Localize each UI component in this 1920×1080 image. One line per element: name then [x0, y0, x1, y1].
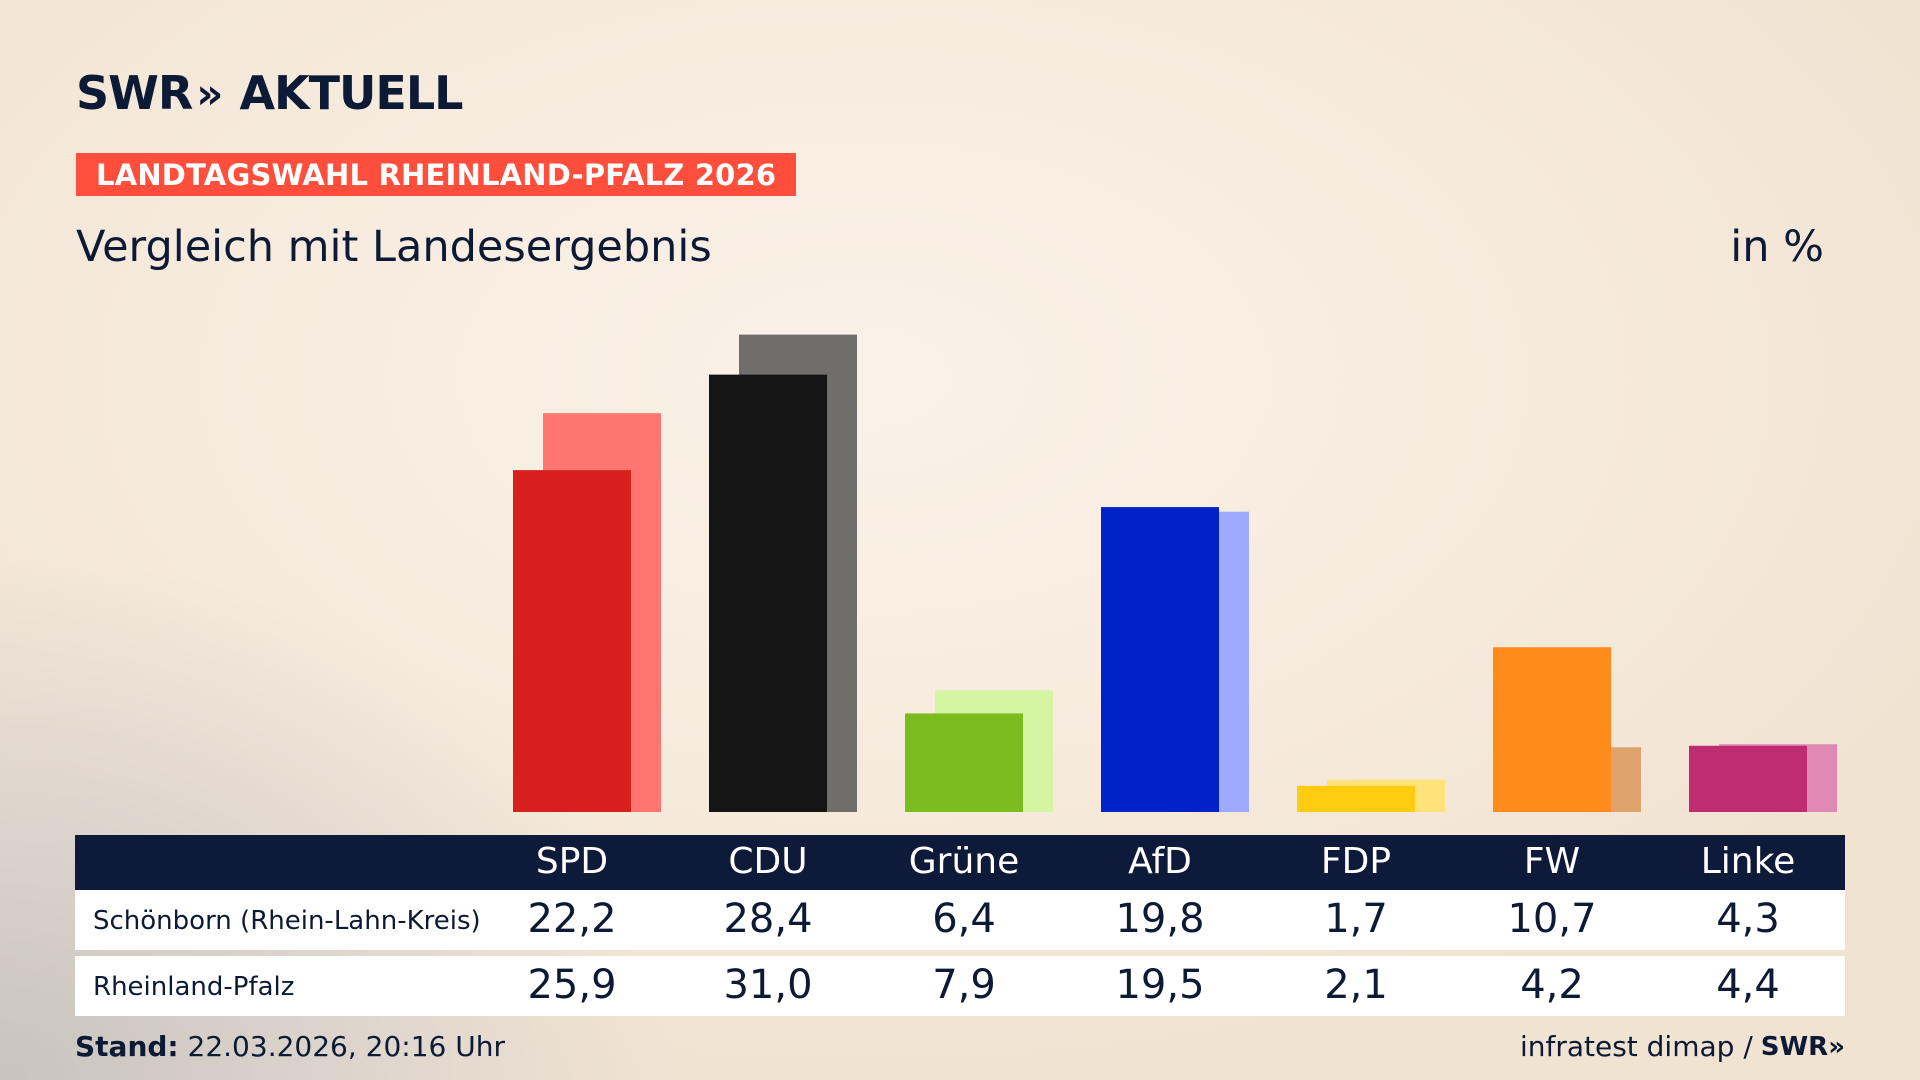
unit-label: in %: [1730, 222, 1824, 272]
table-header: SPD CDU Grüne AfD FDP FW Linke: [75, 835, 1845, 890]
stand-value: 22.03.2026, 20:16 Uhr: [187, 1030, 505, 1063]
table-row: Schönborn (Rhein-Lahn-Kreis) 22,2 28,4 6,4…: [75, 890, 1845, 950]
table-cell: 22,2: [527, 896, 617, 942]
table-cell: 4,3: [1716, 896, 1780, 942]
bar-district-linke: [1689, 745, 1807, 812]
table-cell: 4,4: [1716, 962, 1780, 1008]
row-label: Schönborn (Rhein-Lahn-Kreis): [93, 906, 481, 936]
column-header: FDP: [1320, 841, 1392, 882]
source-text: infratest dimap /: [1519, 1030, 1753, 1063]
table-cell: 31,0: [723, 962, 813, 1008]
column-header: AfD: [1128, 841, 1192, 882]
election-tag: LANDTAGSWAHL RHEINLAND-PFALZ 2026: [76, 153, 797, 196]
stand-label: Stand:: [75, 1030, 179, 1063]
column-header: Linke: [1700, 841, 1796, 882]
column-header: Grüne: [908, 841, 1020, 882]
column-header: CDU: [728, 841, 808, 882]
table-row: Rheinland-Pfalz 25,9 31,0 7,9 19,5 2,1 4,2 4,4: [75, 956, 1845, 1016]
bar-district-fdp: [1297, 785, 1415, 812]
bar-district-cdu: [709, 374, 827, 812]
bar-district-fw: [1493, 647, 1611, 812]
row-label: Rheinland-Pfalz: [93, 972, 295, 1002]
chart-subtitle: Vergleich mit Landesergebnis: [76, 222, 712, 272]
table-cell: 6,4: [932, 896, 996, 942]
table-cell: 2,1: [1324, 962, 1388, 1008]
swr-aktuell-logo: SWR » AKTUELL: [76, 66, 463, 120]
table-cell: 7,9: [932, 962, 996, 1008]
bar-district-afd: [1101, 507, 1219, 812]
source-credit: infratest dimap / SWR»: [1520, 1030, 1845, 1063]
results-table: SPD CDU Grüne AfD FDP FW Linke Schönborn (Rhei…: [75, 835, 1845, 1016]
column-header: SPD: [535, 841, 609, 882]
table-cell: 4,2: [1520, 962, 1584, 1008]
table-cell: 28,4: [723, 896, 813, 942]
bar-district-spd: [513, 470, 631, 812]
logo-aktuell-text: AKTUELL: [239, 66, 463, 120]
table-cell: 1,7: [1324, 896, 1388, 942]
table-cell: 19,8: [1115, 896, 1205, 942]
column-header: FW: [1523, 841, 1581, 882]
timestamp: Stand: 22.03.2026, 20:16 Uhr: [75, 1030, 505, 1063]
logo-swr-text: SWR: [76, 66, 193, 120]
table-cell: 10,7: [1507, 896, 1597, 942]
bar-district-grüne: [905, 713, 1023, 812]
table-cell: 25,9: [527, 962, 617, 1008]
swr-logo-small: SWR»: [1760, 1031, 1845, 1062]
table-cell: 19,5: [1115, 962, 1205, 1008]
